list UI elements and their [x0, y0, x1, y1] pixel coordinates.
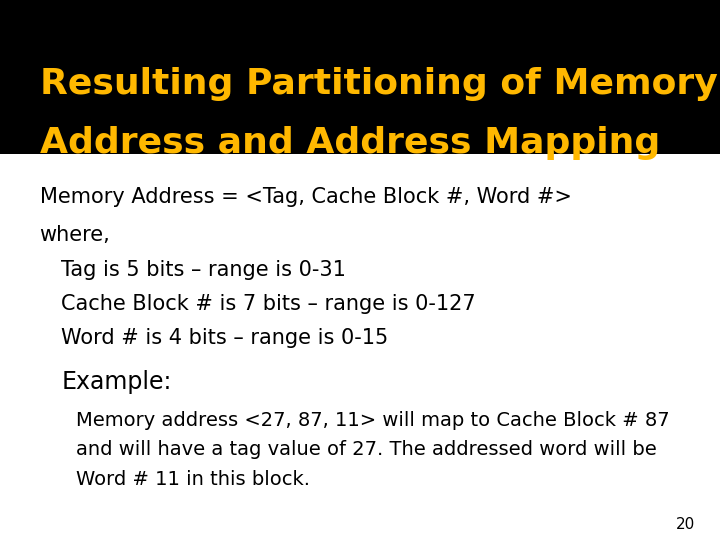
Text: Cache Block # is 7 bits – range is 0-127: Cache Block # is 7 bits – range is 0-127	[61, 294, 476, 314]
Text: Address and Address Mapping: Address and Address Mapping	[40, 126, 660, 160]
Text: Resulting Partitioning of Memory: Resulting Partitioning of Memory	[40, 67, 717, 100]
Text: Word # is 4 bits – range is 0-15: Word # is 4 bits – range is 0-15	[61, 328, 389, 348]
Text: 20: 20	[675, 517, 695, 532]
Text: Memory address <27, 87, 11> will map to Cache Block # 87: Memory address <27, 87, 11> will map to …	[76, 410, 669, 430]
FancyBboxPatch shape	[0, 0, 720, 154]
Text: and will have a tag value of 27. The addressed word will be: and will have a tag value of 27. The add…	[76, 440, 657, 460]
Text: Tag is 5 bits – range is 0-31: Tag is 5 bits – range is 0-31	[61, 260, 346, 280]
Text: Example:: Example:	[61, 370, 171, 394]
Text: Word # 11 in this block.: Word # 11 in this block.	[76, 470, 310, 489]
Text: Memory Address = <Tag, Cache Block #, Word #>: Memory Address = <Tag, Cache Block #, Wo…	[40, 187, 572, 207]
Text: where,: where,	[40, 225, 110, 245]
